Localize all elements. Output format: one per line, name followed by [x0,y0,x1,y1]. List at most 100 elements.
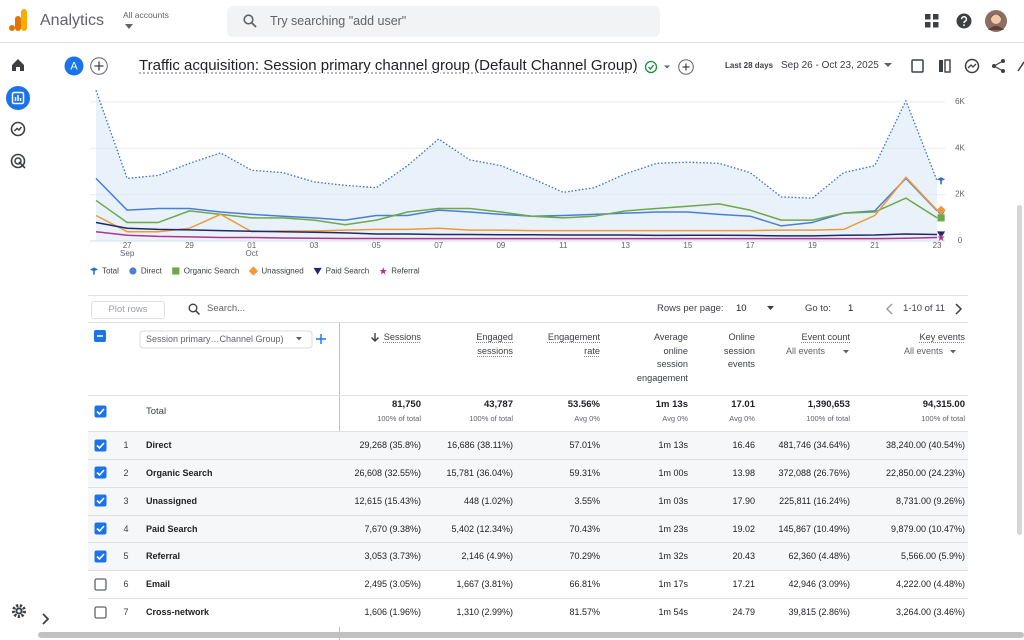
series-line [95,230,938,240]
table-row[interactable] [88,486,968,516]
table-row[interactable] [88,570,968,600]
x-tick-label: 13 [621,241,630,250]
row-name[interactable]: Email [146,579,171,590]
logo[interactable] [9,9,29,31]
dimension-picker[interactable]: Session primary…Channel Group) [146,334,284,344]
series-line [95,177,938,227]
row-name[interactable]: Unassigned [146,495,198,506]
column-filter[interactable]: All events [903,346,943,356]
totals-border [88,395,968,396]
row-cell: 1m 32s [658,551,688,562]
row-cell: 1m 17s [658,579,688,590]
row-cell: 448 (1.02%) [463,495,513,506]
totals-note: Avg 0% [662,414,688,423]
x-tick-label: 09 [496,241,505,250]
row-cell: 145,867 (10.49%) [778,523,850,534]
column-header[interactable]: Key events [919,332,965,342]
table-row[interactable] [88,431,968,460]
vertical-scrollbar[interactable] [1017,205,1022,535]
series-line [95,90,938,199]
row-cell: 1,667 (3.81%) [456,579,513,590]
rows-per-page-label: Rows per page: [657,303,724,314]
row-name[interactable]: Organic Search [146,467,213,478]
column-header[interactable]: Average online session engagement [636,332,688,383]
y-tick-label: 6K [955,97,965,106]
table-row[interactable] [88,542,968,572]
row-checkbox[interactable] [94,550,107,563]
table-row[interactable] [88,458,968,488]
legend-label: Unassigned [261,267,303,276]
legend-label: Referral [391,267,420,276]
x-tick-label: 05 [372,241,381,250]
row-cell: 70.43% [569,523,600,534]
row-checkbox[interactable] [93,605,107,619]
series-area [96,90,938,242]
row-cell: 16,686 (38.11%) [447,440,513,450]
search-placeholder[interactable]: Try searching "add user" [270,14,407,28]
column-header[interactable]: Engaged sessions [476,332,513,356]
help-icon[interactable] [956,13,972,29]
account-caret[interactable] [125,24,133,29]
row-checkbox[interactable] [93,578,107,591]
go-to-input[interactable]: 1 [848,303,854,314]
column-header[interactable]: Engagement rate [547,332,600,356]
row-name[interactable]: Paid Search [146,523,198,534]
row-name[interactable]: Direct [146,440,172,450]
reports-icon[interactable] [6,86,30,110]
row-cell: 26,608 (32.55%) [354,467,421,478]
row-cell: 5,402 (12.34%) [451,523,513,534]
row-checkbox[interactable] [94,494,107,507]
date-caret[interactable] [884,63,892,68]
row-cell: 2,146 (4.9%) [461,551,513,562]
settings-icon[interactable] [11,603,27,619]
row-cell: 59.31% [569,467,600,478]
product-name: Analytics [40,12,105,29]
column-header[interactable]: Sessions [383,332,421,342]
row-cell: 225,811 (16.24%) [779,495,850,506]
rows-per-page[interactable]: 10 [736,303,747,314]
table-row[interactable] [88,598,968,627]
advertising-icon[interactable] [10,153,26,169]
horizontal-scrollbar[interactable] [38,632,1024,638]
search-box[interactable] [227,6,660,37]
row-cell: 7,670 (9.38%) [364,523,421,534]
date-range[interactable]: Sep 26 - Oct 23, 2025 [781,60,879,71]
avatar[interactable] [985,10,1007,32]
row-cell: 16.46 [732,440,755,450]
apps-icon[interactable] [925,14,939,28]
report-title[interactable]: Traffic acquisition: Session primary cha… [139,57,638,74]
column-header[interactable]: Online session events [723,332,755,369]
row-name[interactable]: Cross-network [146,607,210,618]
table-search[interactable]: Search... [207,303,246,314]
legend-label: Paid Search [326,267,370,276]
row-cell: 42,946 (3.09%) [788,579,850,590]
totals-value: 53.56% [567,399,600,410]
table-row[interactable] [88,514,968,544]
add-comparison[interactable] [90,57,108,75]
explore-icon[interactable] [10,121,26,137]
row-rank: 7 [123,607,129,618]
column-header[interactable]: Event count [801,332,850,342]
row-checkbox[interactable] [94,439,107,452]
row-rank: 6 [123,579,129,590]
report-status[interactable] [644,59,694,75]
row-cell: 9,879.00 (10.47%) [890,523,965,534]
row-checkbox[interactable] [94,466,107,479]
column-filter[interactable]: All events [785,346,825,356]
comparison-badge[interactable]: A [64,56,84,76]
totals-checkbox[interactable] [94,405,107,418]
row-name[interactable]: Referral [146,551,181,562]
row-rank: 2 [123,467,129,478]
row-checkbox[interactable] [94,522,107,535]
account-picker[interactable]: All accounts [123,10,169,20]
series-end-marker [937,233,945,242]
series-line [95,221,938,237]
report-actions[interactable] [910,57,1024,75]
date-label[interactable]: Last 28 days [725,61,774,70]
plot-rows-button[interactable]: Plot rows [91,301,165,319]
home-icon[interactable] [10,57,26,73]
expand-rail[interactable] [42,613,50,625]
